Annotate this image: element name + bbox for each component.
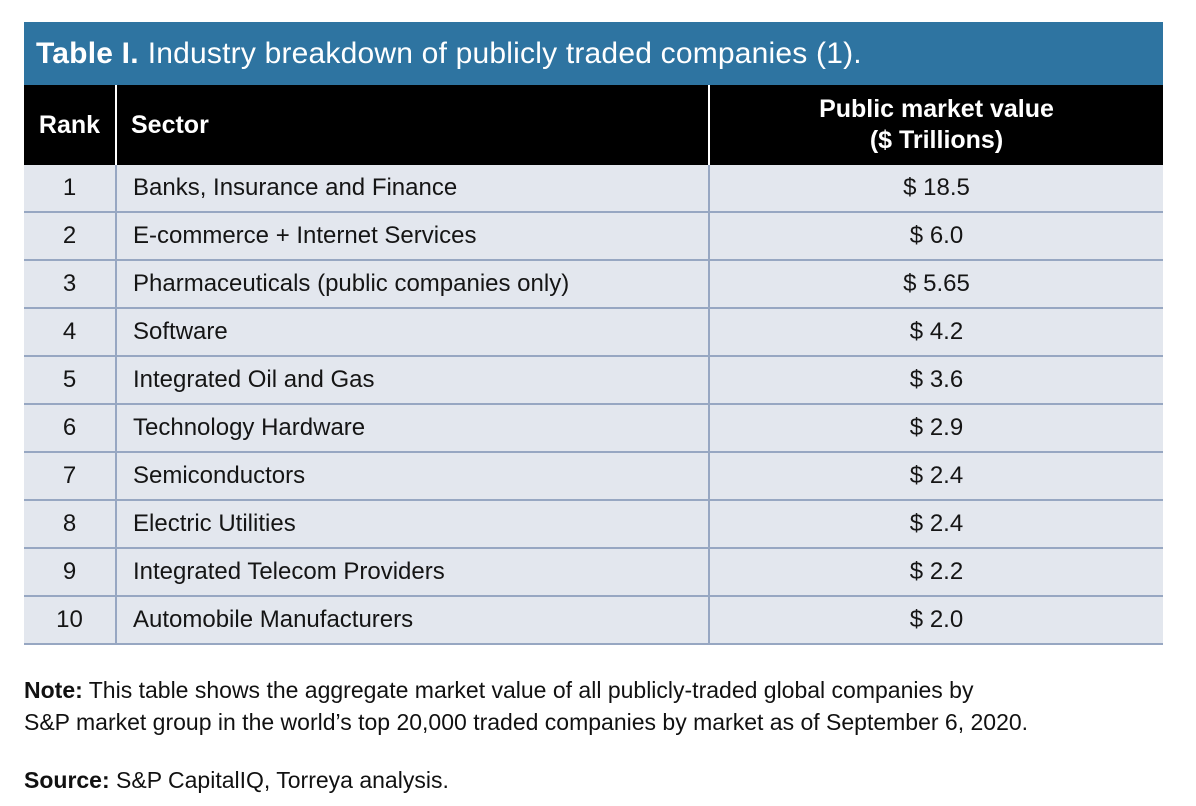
value-cell: $ 2.2 bbox=[909, 558, 964, 585]
value-cell: $ 5.65 bbox=[903, 270, 970, 297]
column-header-market-value-line1: Public market value bbox=[819, 94, 1054, 123]
sector-cell: Technology Hardware bbox=[117, 405, 710, 451]
sector-cell: Software bbox=[117, 309, 710, 355]
table-row: 9 Integrated Telecom Providers $ 2.2 bbox=[24, 549, 1163, 597]
value-cell: $ 4.2 bbox=[909, 318, 964, 345]
sector-cell: Automobile Manufacturers bbox=[117, 597, 710, 643]
source: Source: S&P CapitalIQ, Torreya analysis. bbox=[24, 767, 1172, 794]
rank-cell: 4 bbox=[24, 309, 117, 355]
rank-cell: 5 bbox=[24, 357, 117, 403]
value-cell: $ 3.6 bbox=[909, 366, 964, 393]
sector-cell: Electric Utilities bbox=[117, 501, 710, 547]
rank-cell: 2 bbox=[24, 213, 117, 259]
sector-cell: Semiconductors bbox=[117, 453, 710, 499]
column-header-sector: Sector bbox=[117, 85, 710, 165]
note: Note: This table shows the aggregate mar… bbox=[24, 675, 1172, 738]
column-header-market-value-line2: ($ Trillions) bbox=[869, 126, 1004, 154]
sector-cell: Pharmaceuticals (public companies only) bbox=[117, 261, 710, 307]
table-title-text: Industry breakdown of publicly traded co… bbox=[147, 36, 862, 70]
sector-cell: Integrated Oil and Gas bbox=[117, 357, 710, 403]
table-row: 3 Pharmaceuticals (public companies only… bbox=[24, 261, 1163, 309]
rank-cell: 6 bbox=[24, 405, 117, 451]
rank-cell: 8 bbox=[24, 501, 117, 547]
table-row: 5 Integrated Oil and Gas $ 3.6 bbox=[24, 357, 1163, 405]
value-cell: $ 6.0 bbox=[909, 222, 964, 249]
table-body: 1 Banks, Insurance and Finance $ 18.5 2 … bbox=[24, 165, 1163, 645]
table-row: 1 Banks, Insurance and Finance $ 18.5 bbox=[24, 165, 1163, 213]
table-row: 10 Automobile Manufacturers $ 2.0 bbox=[24, 597, 1163, 645]
table-row: 7 Semiconductors $ 2.4 bbox=[24, 453, 1163, 501]
value-cell: $ 2.9 bbox=[909, 414, 964, 441]
table-title-label: Table I. bbox=[36, 36, 139, 70]
rank-cell: 1 bbox=[24, 165, 117, 211]
source-label: Source: bbox=[24, 767, 110, 794]
table-row: 8 Electric Utilities $ 2.4 bbox=[24, 501, 1163, 549]
rank-cell: 9 bbox=[24, 549, 117, 595]
value-cell: $ 2.4 bbox=[909, 462, 964, 489]
value-cell: $ 2.0 bbox=[909, 606, 964, 633]
sector-cell: Banks, Insurance and Finance bbox=[117, 165, 710, 211]
table-header-row: Rank Sector Public market value ($ Trill… bbox=[24, 85, 1163, 165]
note-label: Note: bbox=[24, 677, 83, 703]
value-cell: $ 18.5 bbox=[903, 174, 970, 201]
note-line2: S&P market group in the world’s top 20,0… bbox=[24, 708, 1029, 735]
column-header-rank: Rank bbox=[24, 85, 117, 165]
rank-cell: 7 bbox=[24, 453, 117, 499]
table-row: 4 Software $ 4.2 bbox=[24, 309, 1163, 357]
value-cell: $ 2.4 bbox=[909, 510, 964, 537]
table-row: 6 Technology Hardware $ 2.9 bbox=[24, 405, 1163, 453]
sector-cell: Integrated Telecom Providers bbox=[117, 549, 710, 595]
note-line1: This table shows the aggregate market va… bbox=[82, 677, 974, 703]
column-header-market-value: Public market value ($ Trillions) bbox=[710, 85, 1163, 165]
table-title-bar: Table I. Industry breakdown of publicly … bbox=[24, 22, 1163, 85]
source-text: S&P CapitalIQ, Torreya analysis. bbox=[109, 767, 449, 794]
sector-cell: E-commerce + Internet Services bbox=[117, 213, 710, 259]
rank-cell: 3 bbox=[24, 261, 117, 307]
rank-cell: 10 bbox=[24, 597, 117, 643]
industry-table: Table I. Industry breakdown of publicly … bbox=[24, 22, 1163, 645]
table-row: 2 E-commerce + Internet Services $ 6.0 bbox=[24, 213, 1163, 261]
